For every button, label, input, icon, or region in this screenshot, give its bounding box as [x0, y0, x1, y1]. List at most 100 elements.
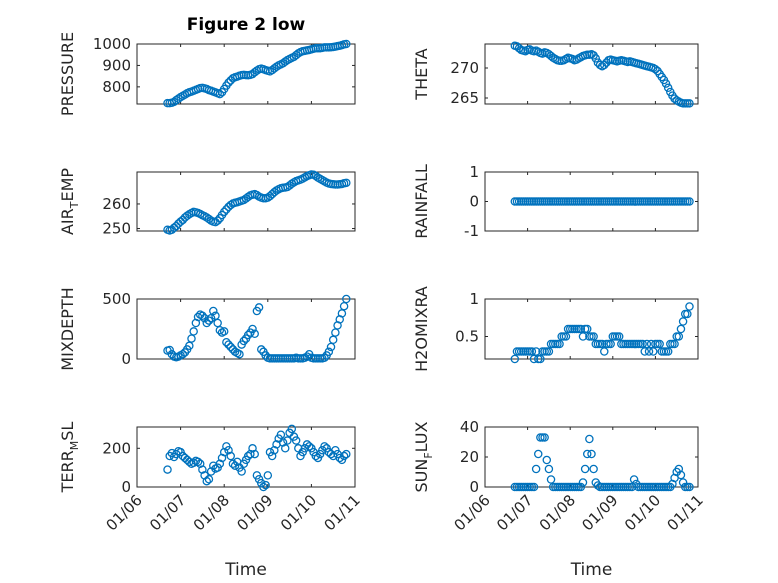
data-point	[254, 303, 264, 312]
data-point	[600, 60, 609, 70]
data-point	[222, 337, 231, 347]
data-point	[685, 302, 694, 311]
data-point	[342, 39, 351, 49]
axes-frame	[484, 298, 699, 360]
y-tick-label: 900	[102, 56, 131, 74]
data-point	[228, 459, 238, 469]
x-tick-label: 01/11	[321, 491, 364, 534]
data-point	[531, 464, 541, 474]
data-point	[202, 318, 212, 328]
axes-frame	[136, 171, 356, 232]
data-point	[165, 345, 174, 355]
subplot-rainfall: -1 0 1 RAINFALL	[412, 163, 699, 240]
data-point	[246, 449, 255, 459]
subplot-terr_msl: 0 200 TERRMSL 01/06 01/07 01/08 01/09 01/10 01/1…	[58, 422, 364, 580]
data-point	[529, 482, 539, 492]
data-point	[644, 347, 654, 356]
data-point	[224, 340, 233, 349]
data-point	[248, 324, 257, 334]
data-point	[663, 347, 673, 356]
data-point	[320, 353, 329, 363]
data-point	[276, 430, 286, 439]
y-tick-label: 1000	[93, 35, 131, 53]
data-point	[239, 336, 249, 346]
data-point	[683, 309, 692, 319]
y-axis-label: AIRTEMP	[58, 168, 81, 235]
y-tick-label: 0	[469, 193, 479, 211]
data-point	[536, 354, 545, 364]
data-series	[163, 170, 351, 235]
data-point	[339, 451, 349, 461]
data-point	[642, 339, 652, 349]
data-point	[195, 459, 205, 469]
data-point	[226, 451, 235, 461]
x-tick-label: 01/09	[578, 491, 621, 534]
x-tick-label: 01/11	[664, 491, 707, 534]
data-series	[163, 39, 351, 108]
y-axis-label: TERRMSL	[58, 422, 81, 494]
data-point	[219, 447, 229, 457]
chart-title: Figure 2 low	[187, 15, 306, 35]
subplot-sun_flux: 0 20 40 SUNFLUX 01/06 01/07 01/08 01/09 01/10 01/…	[412, 418, 707, 580]
data-point	[655, 339, 664, 349]
data-point	[646, 339, 656, 349]
data-point	[589, 464, 598, 474]
x-tick-label: 01/09	[233, 491, 276, 534]
axes-frame	[484, 171, 699, 232]
data-point	[544, 464, 554, 474]
data-point	[582, 449, 592, 459]
y-axis-label-main: TERR	[58, 450, 77, 493]
y-tick-label: 0.5	[455, 328, 479, 346]
data-point	[209, 306, 218, 316]
data-point	[661, 79, 671, 88]
data-point	[582, 324, 592, 334]
data-point	[267, 451, 277, 461]
data-point	[638, 339, 647, 349]
data-series	[163, 424, 351, 492]
data-point	[555, 339, 564, 349]
data-series	[510, 302, 694, 364]
y-axis-label-main: RAINFALL	[412, 164, 431, 239]
data-point	[248, 444, 257, 453]
x-axis-label: Time	[570, 560, 613, 580]
subplot-mixdepth: 0 500 MIXDEPTH	[58, 287, 356, 371]
data-point	[174, 94, 183, 103]
data-point	[670, 339, 679, 349]
y-axis-label-main: SUN	[412, 459, 431, 493]
data-point	[606, 339, 615, 349]
data-point	[219, 207, 229, 217]
data-point	[215, 325, 225, 335]
y-axis-label-subscript: T	[68, 201, 81, 209]
y-axis-label-main: H2OMIXRA	[412, 286, 431, 372]
data-point	[542, 455, 552, 465]
y-tick-label: 1	[469, 290, 479, 308]
y-axis-label-tail: SL	[58, 422, 77, 441]
y-tick-label: -1	[464, 222, 479, 240]
data-series	[510, 41, 694, 108]
x-tick-label: 01/07	[493, 491, 536, 534]
data-point	[280, 57, 290, 66]
data-point	[198, 465, 207, 474]
y-tick-label: 0	[121, 350, 131, 368]
y-axis-label-main: MIXDEPTH	[58, 287, 77, 370]
data-point	[235, 349, 244, 359]
data-point	[529, 354, 539, 364]
y-tick-label: 500	[102, 290, 131, 308]
data-point	[287, 424, 297, 434]
data-point	[189, 327, 198, 336]
data-point	[578, 332, 588, 341]
data-series	[510, 433, 694, 492]
data-point	[204, 214, 214, 224]
axes-frame	[136, 43, 356, 105]
data-point	[534, 449, 543, 459]
y-axis-label-main: PRESSURE	[58, 32, 77, 116]
data-point	[193, 457, 203, 467]
x-tick-label: 01/08	[190, 491, 233, 534]
y-axis-label: H2OMIXRA	[412, 286, 431, 372]
data-point	[580, 464, 590, 474]
data-point	[291, 436, 301, 445]
data-point	[280, 444, 290, 453]
data-point	[678, 478, 688, 487]
